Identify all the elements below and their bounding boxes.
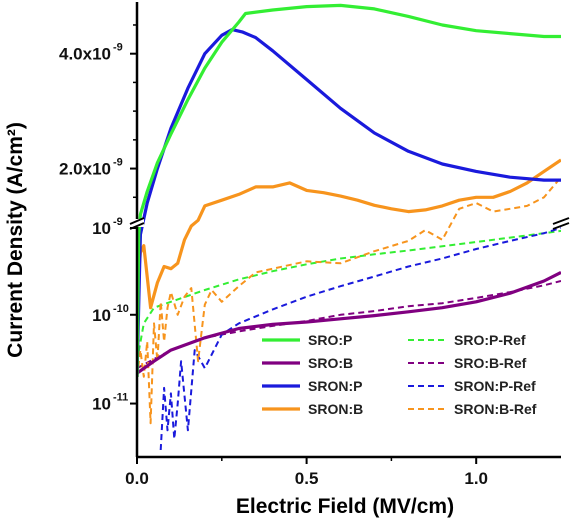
- series-line-sron-b-ref: [137, 176, 561, 425]
- y-tick-label: 4.0x10: [59, 45, 111, 64]
- legend-item: SRON:P-Ref: [408, 378, 536, 394]
- legend-item: SRON:P: [262, 378, 362, 394]
- legend-label: SRO:P-Ref: [454, 332, 526, 348]
- legend-label: SRON:B-Ref: [454, 401, 537, 417]
- x-tick-label: 0.5: [295, 469, 319, 488]
- y-tick-exponent: -11: [113, 392, 128, 404]
- legend-label: SRON:B: [308, 401, 363, 417]
- series-line-sron-p-ref: [159, 227, 561, 451]
- legend-item: SRO:P: [262, 332, 352, 348]
- axis-break-mark-left: [129, 217, 145, 225]
- legend-item: SRO:B: [262, 355, 353, 371]
- legend-item: SRO:B-Ref: [408, 355, 527, 371]
- axis-break-mark-right: [552, 222, 570, 230]
- y-axis-label: Current Density (A/cm²): [4, 122, 27, 358]
- axis-break-gap-left: [130, 219, 144, 227]
- series-line-sro-b: [137, 270, 561, 375]
- series-line-sron-p: [137, 28, 561, 377]
- legend-label: SRON:P: [308, 378, 362, 394]
- legend: SRO:P SRO:B SRON:P SRON:B SRO:P-Ref SRO:B-Ref…: [262, 332, 537, 417]
- legend-item: SRON:B: [262, 401, 363, 417]
- y-tick-exponent: -10: [113, 303, 129, 315]
- y-tick-label: 10: [92, 219, 111, 238]
- y-tick-exponent: -9: [113, 216, 123, 228]
- x-tick-label: 0.0: [125, 469, 149, 488]
- series-line-sro-p-ref: [137, 229, 561, 362]
- series-line-sro-p: [137, 3, 561, 377]
- y-tick-exponent: -9: [113, 42, 123, 54]
- x-axis-label: Electric Field (MV/cm): [236, 495, 454, 518]
- legend-item: SRON:B-Ref: [408, 401, 537, 417]
- legend-label: SRO:P: [308, 332, 352, 348]
- axis-break-mark-right: [552, 217, 570, 225]
- legend-label: SRON:P-Ref: [454, 378, 536, 394]
- plot-lines: [137, 3, 561, 451]
- y-tick-label: 10: [92, 306, 111, 325]
- legend-label: SRO:B: [308, 355, 353, 371]
- legend-item: SRO:P-Ref: [408, 332, 526, 348]
- x-tick-label: 1.0: [464, 469, 488, 488]
- legend-label: SRO:B-Ref: [454, 355, 527, 371]
- y-tick-exponent: -9: [113, 157, 123, 169]
- y-tick-label: 2.0x10: [59, 160, 111, 179]
- series-line-sron-b: [137, 158, 561, 377]
- axes: [129, 2, 570, 459]
- y-tick-label: 10: [92, 395, 111, 414]
